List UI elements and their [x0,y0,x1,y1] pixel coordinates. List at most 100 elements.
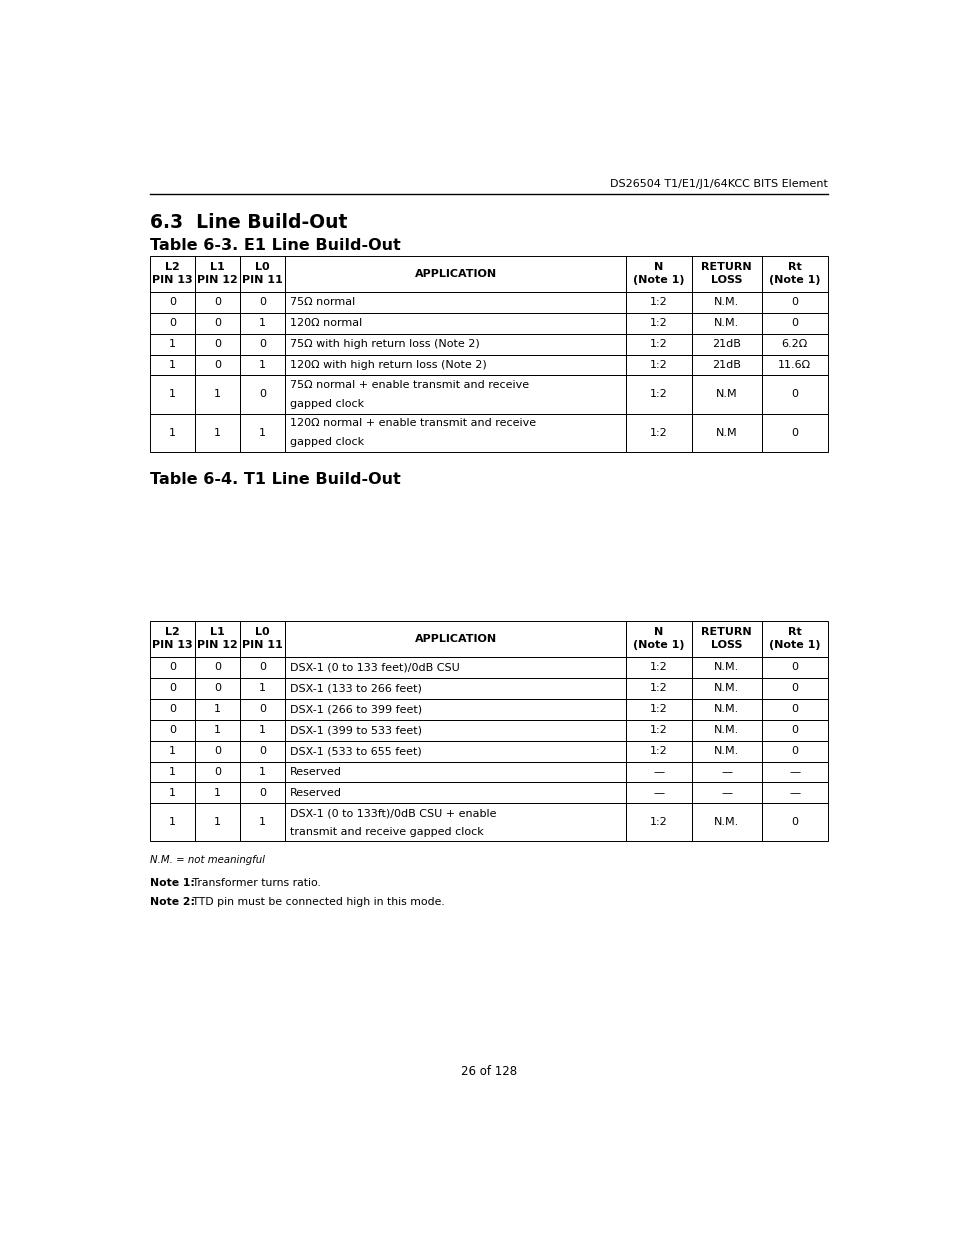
Text: 0: 0 [259,746,266,756]
Bar [240,657,285,678]
Bar [625,720,691,741]
Text: 75Ω normal + enable transmit and receive: 75Ω normal + enable transmit and receive [290,380,529,390]
Text: 1:2: 1:2 [649,427,667,437]
Text: 1: 1 [259,725,266,735]
Text: PIN 11: PIN 11 [242,275,283,285]
Text: 0: 0 [790,746,798,756]
Bar [151,375,195,414]
Bar [285,657,625,678]
Text: 0: 0 [790,818,798,827]
Text: Transformer turns ratio.: Transformer turns ratio. [189,878,320,888]
Bar [760,333,826,354]
Bar [151,762,195,783]
Bar [285,375,625,414]
Bar [760,354,826,375]
Text: 1:2: 1:2 [649,662,667,672]
Text: 0: 0 [214,319,221,329]
Bar [760,741,826,762]
Bar [625,657,691,678]
Text: N.M.: N.M. [714,683,739,693]
Text: N.M.: N.M. [714,725,739,735]
Text: (Note 1): (Note 1) [768,641,820,651]
Text: 11.6Ω: 11.6Ω [778,361,810,370]
Text: Reserved: Reserved [290,767,342,777]
Text: LOSS: LOSS [710,641,741,651]
Bar [195,312,240,333]
Bar [285,354,625,375]
Text: 1:2: 1:2 [649,298,667,308]
Bar [625,762,691,783]
Text: PIN 13: PIN 13 [152,641,193,651]
Text: 1:2: 1:2 [649,319,667,329]
Text: 1: 1 [259,427,266,437]
Text: N.M.: N.M. [714,662,739,672]
Bar [151,291,195,312]
Text: APPLICATION: APPLICATION [415,269,497,279]
Text: 0: 0 [169,662,176,672]
Text: 0: 0 [790,298,798,308]
Text: DSX-1 (133 to 266 feet): DSX-1 (133 to 266 feet) [290,683,422,693]
Bar [151,256,195,291]
Text: 1: 1 [259,767,266,777]
Text: 21dB: 21dB [712,340,740,350]
Text: 1: 1 [259,361,266,370]
Text: N.M.: N.M. [714,704,739,714]
Bar [240,414,285,452]
Text: 1:2: 1:2 [649,340,667,350]
Text: (Note 1): (Note 1) [633,275,684,285]
Bar [285,333,625,354]
Bar [285,256,625,291]
Bar [240,312,285,333]
Text: RETURN: RETURN [700,627,751,637]
Text: L1: L1 [210,262,225,272]
Text: —: — [653,767,664,777]
Text: DS26504 T1/E1/J1/64KCC BITS Element: DS26504 T1/E1/J1/64KCC BITS Element [609,179,826,189]
Text: 1: 1 [259,319,266,329]
Bar [151,783,195,804]
Text: 0: 0 [790,662,798,672]
Bar [195,762,240,783]
Bar [285,678,625,699]
Bar [760,699,826,720]
Text: 0: 0 [790,704,798,714]
Bar [691,375,760,414]
Text: 6.2Ω: 6.2Ω [781,340,807,350]
Bar [195,804,240,841]
Text: N.M.: N.M. [714,298,739,308]
Bar [195,256,240,291]
Text: RETURN: RETURN [700,262,751,272]
Text: 0: 0 [790,427,798,437]
Text: 0: 0 [259,788,266,798]
Bar [760,804,826,841]
Bar [625,414,691,452]
Bar [760,375,826,414]
Bar [151,354,195,375]
Bar [151,804,195,841]
Bar [240,333,285,354]
Text: 1: 1 [169,427,176,437]
Text: LOSS: LOSS [710,275,741,285]
Bar [195,657,240,678]
Text: 0: 0 [169,704,176,714]
Text: 0: 0 [259,704,266,714]
Text: 1: 1 [214,704,221,714]
Bar [240,741,285,762]
Text: (Note 1): (Note 1) [768,275,820,285]
Text: 1:2: 1:2 [649,389,667,399]
Text: L0: L0 [255,262,270,272]
Text: 0: 0 [790,389,798,399]
Text: 0: 0 [259,298,266,308]
Bar [691,291,760,312]
Text: 120Ω normal: 120Ω normal [290,319,362,329]
Bar [151,720,195,741]
Text: L2: L2 [165,262,180,272]
Text: N.M: N.M [715,389,737,399]
Bar [285,741,625,762]
Bar [240,783,285,804]
Text: DSX-1 (399 to 533 feet): DSX-1 (399 to 533 feet) [290,725,422,735]
Text: 1: 1 [169,788,176,798]
Bar [625,783,691,804]
Text: 0: 0 [790,319,798,329]
Bar [151,657,195,678]
Bar [691,720,760,741]
